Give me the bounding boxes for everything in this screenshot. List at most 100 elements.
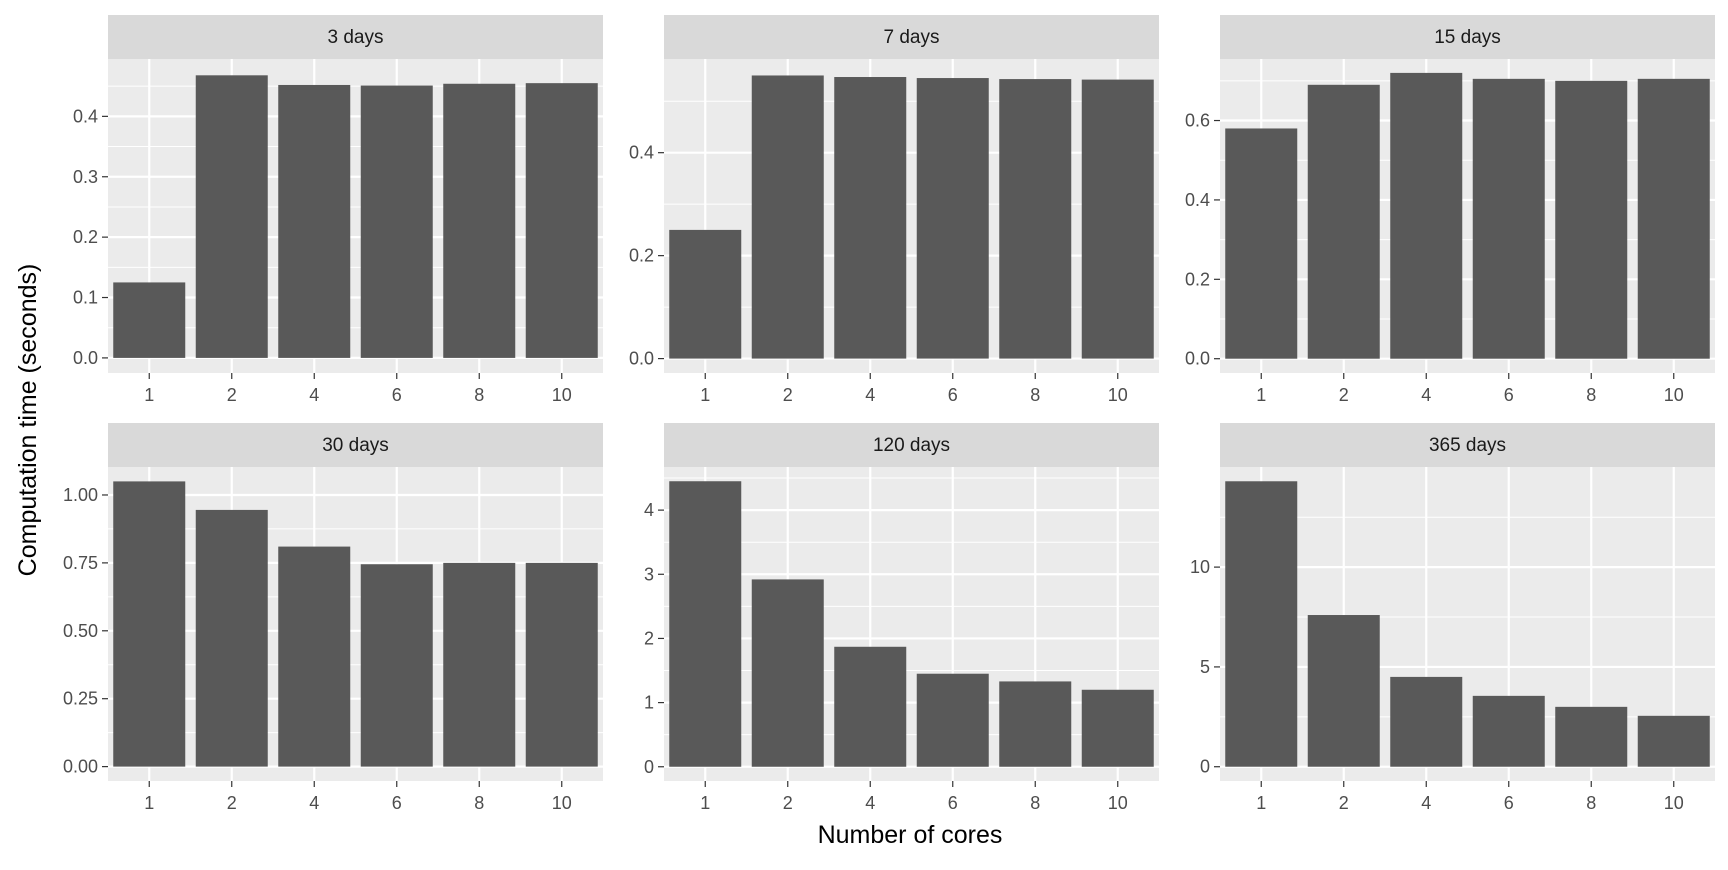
facet-title: 3 days: [328, 27, 384, 48]
x-tick-label: 8: [474, 385, 484, 405]
panel-background: [664, 59, 1159, 373]
panel-background: [1220, 59, 1715, 373]
facet-title: 7 days: [884, 27, 940, 48]
bar: [834, 646, 907, 767]
x-tick-label: 2: [227, 385, 237, 405]
bar: [1472, 78, 1545, 359]
x-tick-label: 6: [392, 385, 402, 405]
panel-background: [108, 467, 603, 781]
y-tick-label: 0.4: [73, 106, 98, 126]
panel-background: [1220, 467, 1715, 781]
bar: [834, 77, 907, 359]
y-tick-label: 0.2: [1185, 269, 1210, 289]
bar: [1637, 715, 1710, 767]
x-tick-label: 6: [948, 793, 958, 813]
x-axis-title: Number of cores: [818, 821, 1003, 849]
y-tick-label: 2: [644, 628, 654, 648]
y-axis-title: Computation time (seconds): [14, 264, 42, 577]
facet-strip: [1220, 15, 1715, 59]
facet-strip: [664, 15, 1159, 59]
y-tick-label: 0.0: [73, 348, 98, 368]
y-tick-label: 0.4: [1185, 190, 1210, 210]
bar: [1390, 72, 1463, 359]
x-tick-label: 10: [1108, 385, 1128, 405]
x-tick-label: 10: [552, 793, 572, 813]
bar: [1307, 615, 1380, 767]
x-tick-label: 4: [1421, 385, 1431, 405]
x-tick-label: 6: [392, 793, 402, 813]
y-tick-label: 4: [644, 500, 654, 520]
bar: [999, 681, 1072, 767]
bar: [1225, 481, 1298, 767]
bar: [525, 562, 598, 767]
facet-title: 30 days: [322, 435, 389, 456]
bar: [751, 579, 824, 767]
bar: [360, 564, 433, 767]
y-tick-label: 5: [1200, 657, 1210, 677]
facet-title: 15 days: [1434, 27, 1501, 48]
bar: [525, 83, 598, 358]
x-tick-label: 10: [1664, 385, 1684, 405]
bar: [443, 83, 516, 358]
y-tick-label: 0.75: [63, 553, 98, 573]
facet-title: 365 days: [1429, 435, 1506, 456]
y-tick-label: 0: [644, 757, 654, 777]
y-tick-label: 0.1: [73, 288, 98, 308]
y-tick-label: 0.00: [63, 757, 98, 777]
facet-strip: [1220, 423, 1715, 467]
y-tick-label: 0.0: [629, 349, 654, 369]
x-tick-label: 2: [783, 793, 793, 813]
y-tick-label: 0.2: [73, 227, 98, 247]
x-tick-label: 6: [1504, 793, 1514, 813]
x-tick-label: 10: [1664, 793, 1684, 813]
panel-background: [108, 59, 603, 373]
y-tick-label: 10: [1190, 557, 1210, 577]
bar: [1225, 128, 1298, 359]
bar: [916, 78, 989, 359]
bar: [669, 229, 742, 359]
facet-panel: 120 days 0 1 2 3 4 1 2 4 6 8 10: [644, 423, 1159, 813]
facet-strip: [108, 423, 603, 467]
x-tick-label: 8: [1586, 385, 1596, 405]
bar: [195, 509, 268, 767]
facet-panel: 30 days 0.00 0.25 0.50 0.75 1.00 1 2 4 6 8 10: [63, 423, 603, 813]
bar: [999, 79, 1072, 359]
x-tick-label: 2: [227, 793, 237, 813]
y-tick-label: 0.25: [63, 689, 98, 709]
panel-background: [664, 467, 1159, 781]
bar: [1081, 689, 1154, 767]
x-tick-label: 10: [1108, 793, 1128, 813]
facet-strip: [108, 15, 603, 59]
y-tick-label: 0.4: [629, 143, 654, 163]
x-tick-label: 1: [144, 793, 154, 813]
facet-panel: 15 days 0.0 0.2 0.4 0.6 1 2 4 6 8 10: [1185, 15, 1715, 405]
x-tick-label: 8: [1030, 793, 1040, 813]
bar: [1637, 78, 1710, 359]
bar: [113, 481, 186, 767]
bar: [1555, 706, 1628, 767]
x-tick-label: 4: [865, 793, 875, 813]
bar: [751, 75, 824, 359]
x-tick-label: 4: [309, 385, 319, 405]
x-tick-label: 6: [948, 385, 958, 405]
y-tick-label: 0.50: [63, 621, 98, 641]
x-tick-label: 2: [1339, 793, 1349, 813]
x-tick-label: 6: [1504, 385, 1514, 405]
bar: [669, 481, 742, 767]
y-tick-label: 0: [1200, 757, 1210, 777]
x-tick-label: 4: [309, 793, 319, 813]
bar: [1555, 80, 1628, 359]
facet-panel: 7 days 0.0 0.2 0.4 1 2 4 6 8 10: [629, 15, 1159, 405]
facet-title: 120 days: [873, 435, 950, 456]
x-tick-label: 8: [1030, 385, 1040, 405]
facet-panel: 365 days 0 5 10 1 2 4 6 8 10: [1190, 423, 1715, 813]
x-tick-label: 4: [865, 385, 875, 405]
x-tick-label: 1: [1256, 385, 1266, 405]
bar: [278, 84, 351, 358]
y-tick-label: 0.3: [73, 167, 98, 187]
x-tick-label: 4: [1421, 793, 1431, 813]
x-tick-label: 1: [1256, 793, 1266, 813]
